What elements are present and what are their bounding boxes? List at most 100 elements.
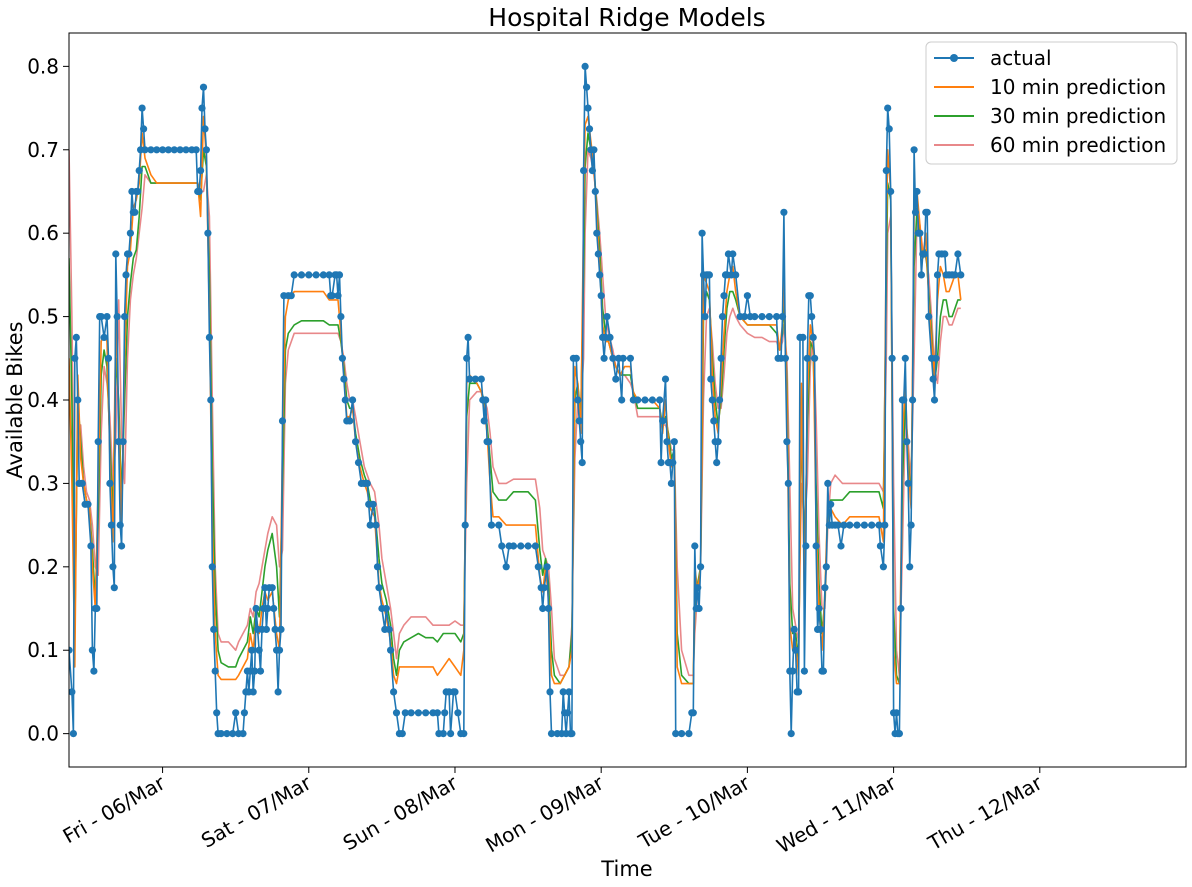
data-point — [876, 542, 885, 550]
data-point — [97, 313, 105, 321]
data-point — [875, 521, 883, 529]
legend-marker — [950, 54, 958, 62]
data-point — [667, 479, 676, 487]
data-point — [524, 542, 532, 550]
data-point — [778, 313, 787, 321]
data-point — [933, 271, 942, 279]
data-point — [585, 125, 594, 133]
data-point — [909, 396, 917, 404]
data-point — [312, 271, 320, 279]
data-point — [271, 625, 279, 634]
data-point — [808, 313, 816, 321]
data-point — [565, 688, 573, 696]
data-point — [401, 709, 409, 717]
data-point — [672, 730, 680, 738]
data-point — [205, 333, 213, 341]
data-point — [251, 667, 259, 675]
data-point — [134, 187, 142, 196]
data-point — [564, 709, 572, 717]
data-point — [517, 542, 525, 550]
data-point — [846, 521, 854, 529]
data-point — [707, 375, 715, 383]
data-point — [72, 333, 80, 341]
data-point — [338, 354, 346, 362]
data-point — [110, 584, 118, 592]
data-point — [439, 730, 447, 738]
y-tick-label: 0.4 — [27, 388, 59, 412]
data-point — [740, 313, 749, 321]
data-point — [255, 646, 263, 654]
data-point — [103, 313, 111, 321]
data-point — [325, 271, 333, 279]
data-point — [802, 542, 810, 550]
data-point — [884, 104, 892, 112]
data-point — [297, 271, 306, 279]
data-point — [698, 229, 706, 237]
data-point — [812, 542, 820, 550]
data-point — [69, 730, 77, 738]
data-point — [691, 542, 699, 550]
data-point — [920, 250, 928, 258]
data-point — [223, 730, 231, 738]
y-tick-label: 0.3 — [27, 471, 59, 495]
data-point — [597, 292, 605, 300]
data-point — [600, 354, 608, 362]
data-point — [879, 563, 888, 571]
data-point — [729, 250, 737, 258]
data-point — [341, 396, 349, 404]
data-point — [88, 646, 96, 654]
data-point — [930, 396, 939, 404]
data-point — [392, 709, 401, 717]
y-tick-label: 0.7 — [27, 138, 59, 162]
data-point — [546, 688, 554, 696]
data-point — [441, 709, 449, 717]
legend-label: 30 min prediction — [990, 104, 1166, 128]
data-point — [806, 292, 814, 300]
data-point — [641, 396, 649, 404]
data-point — [821, 584, 829, 592]
data-point — [809, 333, 817, 341]
data-point — [135, 167, 143, 175]
data-point — [716, 396, 724, 404]
data-point — [695, 604, 703, 613]
data-point — [822, 563, 830, 571]
data-point — [606, 333, 614, 341]
legend-entry: 30 min prediction — [934, 104, 1166, 128]
data-point — [811, 354, 819, 362]
data-point — [593, 229, 601, 237]
data-point — [164, 146, 172, 154]
data-point — [211, 667, 219, 675]
data-point — [583, 83, 591, 91]
data-point — [461, 521, 469, 529]
data-point — [710, 417, 718, 425]
data-point — [398, 730, 406, 738]
data-point — [287, 292, 295, 300]
data-point — [270, 604, 278, 613]
data-point — [319, 271, 327, 279]
data-point — [502, 563, 510, 571]
data-point — [369, 500, 377, 508]
data-point — [113, 313, 121, 321]
data-point — [795, 688, 803, 696]
y-tick-label: 0.6 — [27, 221, 59, 245]
data-point — [366, 521, 374, 529]
data-point — [827, 500, 835, 508]
data-point — [714, 438, 722, 446]
data-point — [868, 521, 876, 529]
data-point — [895, 730, 904, 738]
data-point — [107, 521, 115, 529]
data-point — [210, 625, 218, 634]
data-point — [773, 313, 781, 321]
data-point — [743, 292, 752, 300]
data-point — [916, 229, 924, 237]
data-point — [305, 271, 313, 279]
data-point — [900, 396, 908, 404]
legend-entry: 10 min prediction — [934, 75, 1166, 99]
data-point — [252, 604, 260, 613]
data-point — [337, 313, 345, 321]
data-point — [202, 146, 210, 154]
data-point — [262, 625, 270, 634]
data-point — [414, 709, 422, 717]
data-point — [213, 709, 221, 717]
data-point — [460, 730, 468, 738]
